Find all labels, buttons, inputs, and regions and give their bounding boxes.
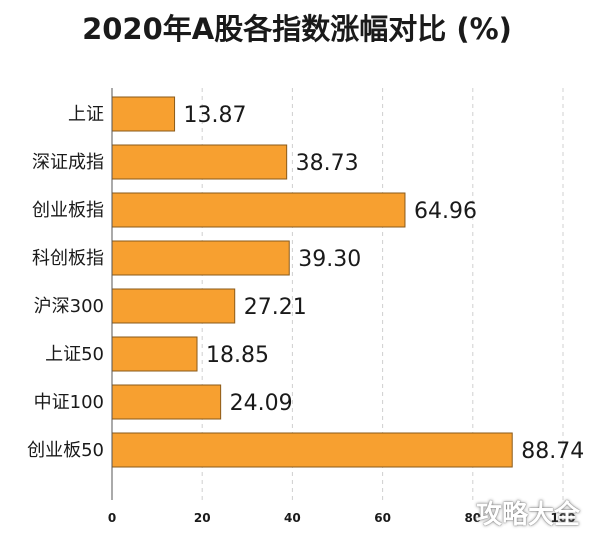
chart-title: 2020年A股各指数涨幅对比 (%): [82, 12, 512, 46]
category-label: 中证100: [34, 392, 104, 413]
value-label: 88.74: [521, 439, 584, 464]
category-label: 沪深300: [34, 296, 104, 317]
x-tick-label: 80: [464, 511, 481, 525]
bar: [111, 288, 236, 324]
category-label: 上证: [68, 104, 104, 125]
bar: [111, 432, 513, 468]
x-tick-label: 0: [108, 511, 116, 525]
value-label: 64.96: [414, 199, 477, 224]
value-label-layer: 13.87 38.73 64.96 39.30 27.21 18.85 24.09 88.74: [184, 103, 585, 464]
x-tick-label: 20: [194, 511, 211, 525]
value-label: 27.21: [244, 295, 307, 320]
x-tick-label: 100: [550, 511, 575, 525]
bar: [111, 96, 176, 132]
x-tick-label: 40: [284, 511, 301, 525]
tick-label-layer: 0 20 40 60 80 100: [108, 511, 576, 525]
category-label: 创业板指: [32, 200, 104, 221]
value-label: 24.09: [230, 391, 293, 416]
bar-layer: [111, 96, 513, 468]
value-label: 39.30: [298, 247, 361, 272]
bar: [111, 384, 222, 420]
category-label: 深证成指: [32, 152, 104, 173]
category-label: 科创板指: [32, 248, 104, 269]
bar: [111, 240, 290, 276]
category-label: 创业板50: [27, 440, 104, 461]
bar: [111, 336, 198, 372]
x-tick-label: 60: [374, 511, 391, 525]
value-label: 38.73: [296, 151, 359, 176]
value-label: 18.85: [206, 343, 269, 368]
category-label: 上证50: [45, 344, 104, 365]
value-label: 13.87: [184, 103, 247, 128]
bar: [111, 192, 406, 228]
watermark-text: 攻略大全: [475, 500, 580, 530]
bar: [111, 144, 288, 180]
